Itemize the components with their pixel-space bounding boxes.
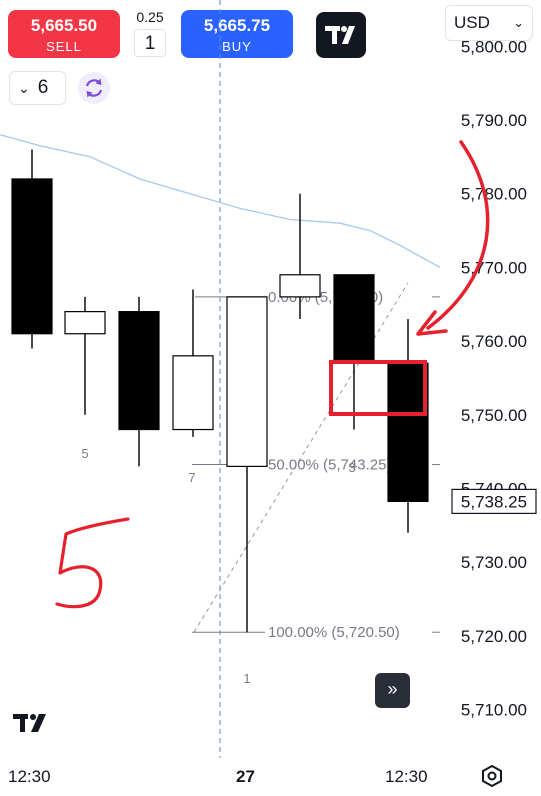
spread-value: 0.25: [136, 9, 164, 25]
candle-body: [226, 296, 268, 467]
annotation-arrow: [426, 140, 490, 330]
candle-body: [64, 311, 106, 335]
chevron-down-icon: ⌄: [513, 15, 524, 30]
price-axis-tick: 5,770.00: [461, 258, 527, 277]
annotation-arrowhead: [416, 310, 448, 336]
moving-average-line: [0, 134, 441, 268]
price-axis-tick: 5,760.00: [461, 332, 527, 351]
price-chart[interactable]: 0.00% (5,766.00)50.00% (5,743.25)100.00%…: [0, 0, 541, 760]
price-axis-tick: 5,720.00: [461, 627, 527, 646]
time-label-day: 27: [236, 767, 255, 786]
bar-number-label: 3: [348, 460, 355, 475]
gear-icon[interactable]: [478, 762, 506, 790]
sell-price: 5,665.50: [30, 16, 98, 35]
price-axis-tick: 5,780.00: [461, 185, 527, 204]
candle-body: [11, 178, 53, 335]
current-price-box: [451, 488, 537, 514]
annotation-highlight-box: [329, 360, 427, 416]
annotation-handwritten-number: [55, 517, 130, 609]
price-axis-tick: 5,750.00: [461, 406, 527, 425]
sell-button[interactable]: 5,665.50 SELL: [8, 10, 120, 58]
price-axis-tick: 5,800.00: [461, 37, 527, 56]
buy-label: BUY: [222, 39, 252, 54]
quantity-field[interactable]: 1: [134, 29, 166, 57]
time-label-left: 12:30: [8, 767, 51, 786]
price-axis-tick: 5,710.00: [461, 701, 527, 720]
time-label-right: 12:30: [385, 767, 428, 786]
double-chevron-right-icon[interactable]: »: [375, 673, 410, 708]
sell-label: SELL: [46, 39, 82, 54]
bar-number-label: 1: [243, 671, 250, 686]
bar-number-label: 7: [188, 470, 195, 485]
candle-body: [172, 355, 214, 431]
tradingview-logo-icon: [12, 708, 60, 738]
fib-level-label: 50.00% (5,743.25): [268, 457, 391, 474]
bar-number-label: 5: [81, 446, 88, 461]
interval-toggle[interactable]: ⌄ 6: [9, 71, 66, 105]
price-axis-tick: 5,730.00: [461, 553, 527, 572]
interval-value: 6: [37, 77, 49, 98]
price-axis-tick: 5,790.00: [461, 111, 527, 130]
currency-value: USD: [454, 13, 490, 32]
candle-body: [279, 274, 321, 298]
candle-body: [333, 274, 375, 364]
chevron-down-icon: ⌄: [18, 80, 30, 96]
current-price-label: 5,738.25: [461, 492, 527, 511]
currency-select[interactable]: USD ⌄: [445, 5, 533, 41]
tradingview-logo-icon[interactable]: [316, 12, 366, 58]
refresh-icon[interactable]: [78, 72, 110, 104]
fib-level-label: 100.00% (5,720.50): [268, 624, 400, 641]
candle-body: [387, 362, 429, 502]
candle-body: [118, 311, 160, 431]
